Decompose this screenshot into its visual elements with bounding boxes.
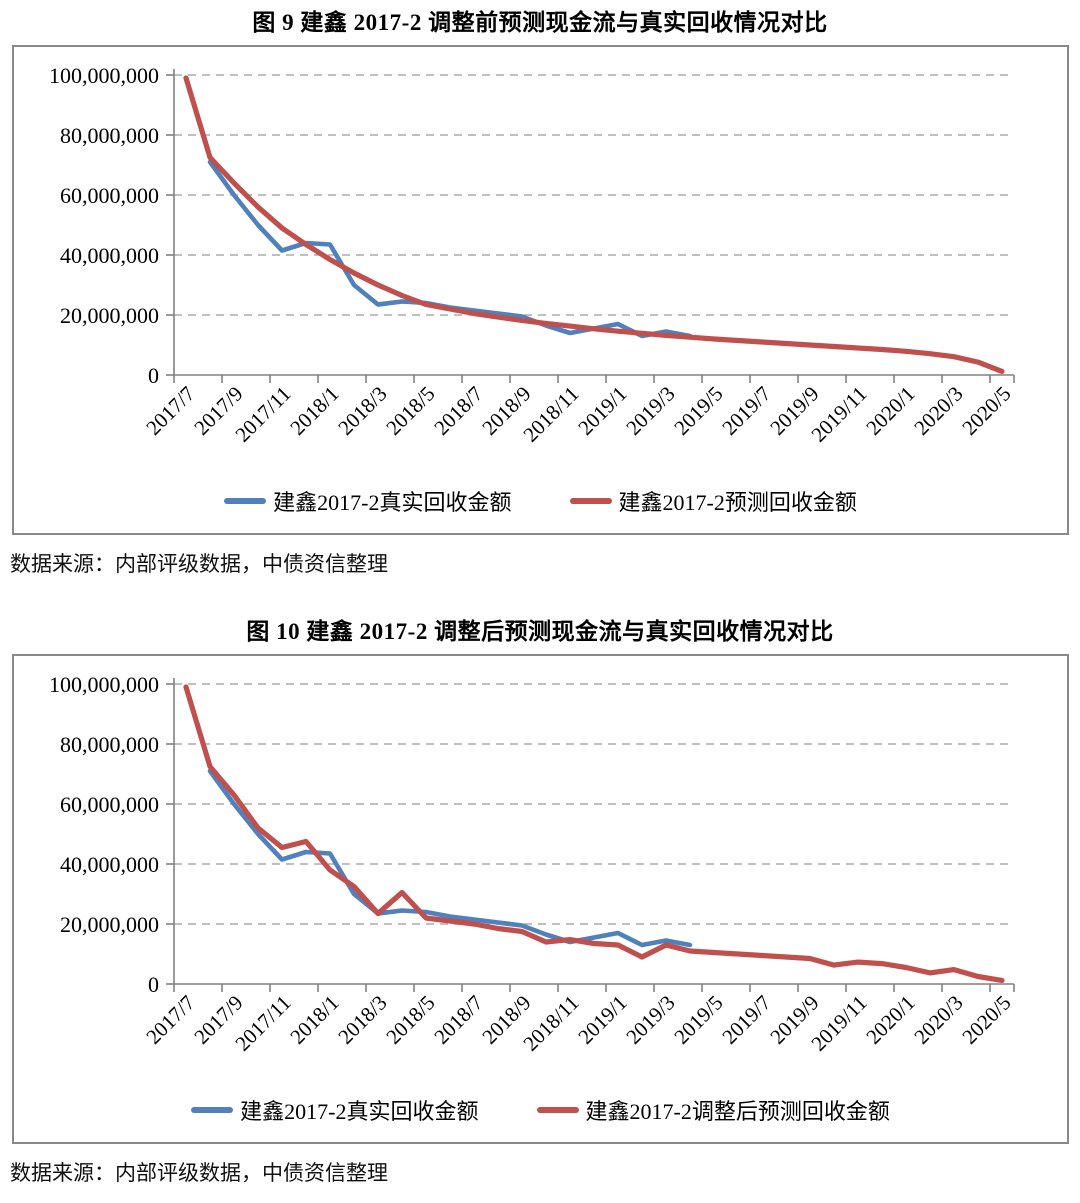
- x-tick-label: 2020/3: [909, 382, 967, 440]
- y-tick-label: 80,000,000: [60, 732, 159, 757]
- figure-10-source-note: 数据来源：内部评级数据，中债资信整理: [10, 1161, 388, 1185]
- y-tick-label: 20,000,000: [60, 912, 159, 937]
- x-tick-label: 2020/5: [957, 991, 1015, 1049]
- y-tick-label: 60,000,000: [60, 183, 159, 208]
- series-line-1: [183, 75, 1005, 374]
- x-tick-label: 2020/3: [909, 991, 967, 1049]
- figure-9: 图 9 建鑫 2017-2 调整前预测现金流与真实回收情况对比 0 20,000,…: [0, 7, 1080, 578]
- figure-10-plot: 0 20,000,000 40,000,000 60,000,000 80,000,00…: [49, 672, 1016, 1056]
- x-tick-label: 2019/7: [717, 382, 775, 440]
- figure-9-title: 图 9 建鑫 2017-2 调整前预测现金流与真实回收情况对比: [252, 10, 828, 35]
- figure-9-chart-area: 0 20,000,000 40,000,000 60,000,000 80,000,00…: [12, 45, 1069, 535]
- x-tick-label: 2019/7: [717, 991, 775, 1049]
- x-tick-label: 2019/3: [621, 382, 679, 440]
- x-tick-label: 2018/3: [333, 382, 391, 440]
- x-tick-label: 2020/5: [957, 382, 1015, 440]
- report-page: { "page": { "background": "#ffffff", "ac…: [0, 7, 1080, 1203]
- y-tick-label: 100,000,000: [49, 672, 159, 697]
- x-tick-label: 2017/7: [141, 382, 199, 440]
- figure-10: 图 10 建鑫 2017-2 调整后预测现金流与真实回收情况对比 0 20,000…: [0, 616, 1080, 1187]
- series-line-1: [183, 684, 1005, 983]
- x-tick-label: 2019/1: [573, 382, 631, 440]
- x-tick-label: 2020/1: [861, 382, 919, 440]
- y-tick-label: 60,000,000: [60, 792, 159, 817]
- x-tick-label: 2018/7: [429, 991, 487, 1049]
- x-tick-label: 2018/1: [285, 991, 343, 1049]
- figure-9-source-note: 数据来源：内部评级数据，中债资信整理: [10, 552, 388, 576]
- x-tick-label: 2019/5: [669, 991, 727, 1049]
- x-tick-label: 2019/1: [573, 991, 631, 1049]
- figure-10-chart-area: 0 20,000,000 40,000,000 60,000,000 80,000,00…: [12, 654, 1069, 1144]
- y-tick-label: 0: [148, 363, 159, 388]
- x-tick-label: 2018/1: [285, 382, 343, 440]
- x-tick-label: 2020/1: [861, 991, 919, 1049]
- x-tick-label: 2019/5: [669, 382, 727, 440]
- x-tick-label: 2019/3: [621, 991, 679, 1049]
- x-tick-label: 2018/5: [381, 382, 439, 440]
- x-tick-label: 2017/7: [141, 991, 199, 1049]
- figure-10-title: 图 10 建鑫 2017-2 调整后预测现金流与真实回收情况对比: [246, 619, 834, 644]
- y-tick-label: 20,000,000: [60, 303, 159, 328]
- y-tick-label: 40,000,000: [60, 243, 159, 268]
- y-tick-label: 0: [148, 972, 159, 997]
- x-tick-label: 2018/3: [333, 991, 391, 1049]
- figure-9-plot: 0 20,000,000 40,000,000 60,000,000 80,000,00…: [49, 63, 1016, 447]
- y-tick-label: 100,000,000: [49, 63, 159, 88]
- series-line-0: [207, 768, 693, 948]
- y-tick-label: 80,000,000: [60, 123, 159, 148]
- x-tick-label: 2018/7: [429, 382, 487, 440]
- y-tick-label: 40,000,000: [60, 852, 159, 877]
- x-tick-label: 2018/5: [381, 991, 439, 1049]
